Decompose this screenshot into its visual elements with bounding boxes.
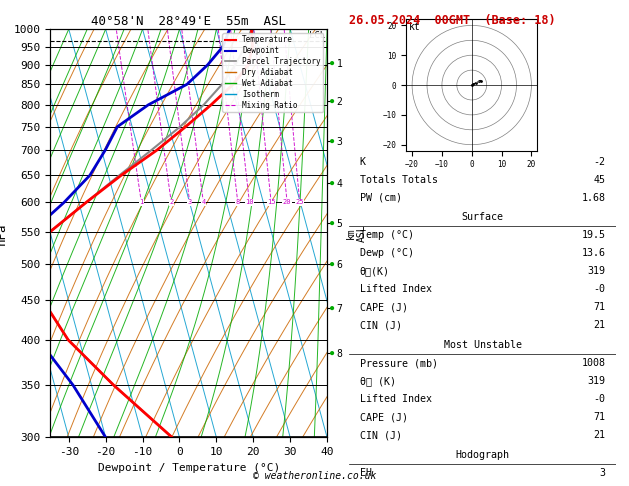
Text: 19.5: 19.5 <box>582 230 606 241</box>
Text: -0: -0 <box>594 284 606 295</box>
Text: CAPE (J): CAPE (J) <box>360 302 408 312</box>
Text: Temp (°C): Temp (°C) <box>360 230 414 241</box>
Text: Surface: Surface <box>462 212 504 223</box>
Text: 25: 25 <box>296 199 304 206</box>
Legend: Temperature, Dewpoint, Parcel Trajectory, Dry Adiabat, Wet Adiabat, Isotherm, Mi: Temperature, Dewpoint, Parcel Trajectory… <box>223 33 323 112</box>
Text: 2: 2 <box>169 199 174 206</box>
Text: θᴇ(K): θᴇ(K) <box>360 266 390 277</box>
Text: LCL: LCL <box>309 31 325 39</box>
Text: 45: 45 <box>594 174 606 185</box>
Text: 1008: 1008 <box>582 358 606 368</box>
Text: Lifted Index: Lifted Index <box>360 394 431 404</box>
Y-axis label: hPa: hPa <box>0 222 8 244</box>
Title: 40°58'N  28°49'E  55m  ASL: 40°58'N 28°49'E 55m ASL <box>91 15 286 28</box>
Text: 10: 10 <box>245 199 253 206</box>
Text: 20: 20 <box>283 199 291 206</box>
Text: 319: 319 <box>587 376 606 386</box>
X-axis label: Dewpoint / Temperature (°C): Dewpoint / Temperature (°C) <box>97 463 280 473</box>
Text: K: K <box>360 156 366 167</box>
Text: kt: kt <box>409 22 421 33</box>
Text: Totals Totals: Totals Totals <box>360 174 438 185</box>
Text: Pressure (mb): Pressure (mb) <box>360 358 438 368</box>
Text: -2: -2 <box>594 156 606 167</box>
Text: ●: ● <box>330 138 335 143</box>
Text: Most Unstable: Most Unstable <box>443 340 522 350</box>
Text: ●: ● <box>330 220 335 226</box>
Text: 21: 21 <box>594 320 606 330</box>
Text: CIN (J): CIN (J) <box>360 430 402 440</box>
Text: 1: 1 <box>139 199 143 206</box>
Text: Hodograph: Hodograph <box>456 450 509 460</box>
Text: 4: 4 <box>201 199 206 206</box>
Text: 15: 15 <box>267 199 276 206</box>
Text: 26.05.2024  00GMT  (Base: 18): 26.05.2024 00GMT (Base: 18) <box>349 14 555 27</box>
Text: CAPE (J): CAPE (J) <box>360 412 408 422</box>
Text: 3: 3 <box>599 468 606 478</box>
Text: PW (cm): PW (cm) <box>360 192 402 203</box>
Text: ●: ● <box>330 180 335 186</box>
Text: 3: 3 <box>187 199 192 206</box>
Text: ●: ● <box>330 98 335 104</box>
Text: 21: 21 <box>594 430 606 440</box>
Text: ●: ● <box>330 261 335 267</box>
Text: 71: 71 <box>594 412 606 422</box>
Text: Lifted Index: Lifted Index <box>360 284 431 295</box>
Text: CIN (J): CIN (J) <box>360 320 402 330</box>
Y-axis label: km
ASL: km ASL <box>345 225 367 242</box>
Text: 8: 8 <box>236 199 240 206</box>
Text: 1.68: 1.68 <box>582 192 606 203</box>
Text: 71: 71 <box>594 302 606 312</box>
Text: ●: ● <box>330 305 335 311</box>
Text: θᴇ (K): θᴇ (K) <box>360 376 396 386</box>
Text: 319: 319 <box>587 266 606 277</box>
Text: EH: EH <box>360 468 372 478</box>
Text: © weatheronline.co.uk: © weatheronline.co.uk <box>253 471 376 481</box>
Text: Dewp (°C): Dewp (°C) <box>360 248 414 259</box>
Text: 13.6: 13.6 <box>582 248 606 259</box>
Text: ●: ● <box>330 60 335 66</box>
Text: ●: ● <box>330 350 335 356</box>
Text: -0: -0 <box>594 394 606 404</box>
